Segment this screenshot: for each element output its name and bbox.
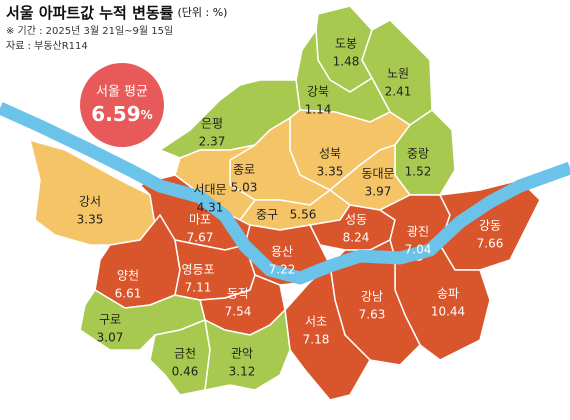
district-value: 3.35	[317, 165, 344, 179]
district-area	[204, 308, 291, 391]
district-name: 관악	[231, 347, 253, 361]
district-name: 용산	[271, 245, 293, 259]
unit-text: (단위 : %)	[177, 6, 227, 19]
period: ※ 기간 : 2025년 3월 21일~9월 15일	[6, 25, 173, 37]
district-value: 6.61	[115, 287, 142, 301]
district-name: 은평	[201, 117, 223, 131]
han-river	[0, 102, 570, 285]
average-number: 6.59	[91, 102, 140, 126]
district-name: 중구	[256, 208, 278, 222]
district-value: 7.63	[359, 308, 386, 322]
district-value: 3.12	[229, 365, 256, 379]
district-value: 2.37	[199, 135, 226, 149]
district-value: 7.66	[477, 237, 504, 251]
district-value: 7.11	[185, 281, 212, 295]
district-value: 7.04	[405, 243, 432, 257]
district-value: 3.97	[365, 185, 392, 199]
average-badge	[80, 63, 164, 147]
average-label: 서울 평균	[96, 85, 148, 100]
district-name: 종로	[233, 163, 255, 177]
district-name: 서대문	[193, 183, 226, 197]
district-value: 5.56	[290, 208, 317, 222]
district-name: 성동	[345, 213, 367, 227]
district-value: 2.41	[385, 85, 412, 99]
district-name: 영등포	[181, 263, 214, 277]
district-value: 7.18	[303, 333, 330, 347]
district-value: 5.03	[231, 181, 258, 195]
district-name: 중랑	[407, 147, 429, 161]
district-name: 강북	[307, 85, 329, 99]
district-name: 구로	[99, 313, 121, 327]
district-value: 4.31	[197, 201, 224, 215]
district-value: 1.48	[333, 55, 360, 69]
average-value: 6.59%	[91, 102, 152, 126]
district-value: 10.44	[431, 305, 465, 319]
district-name: 강동	[479, 219, 501, 233]
district-name: 강남	[361, 290, 383, 304]
district-name: 도봉	[335, 37, 357, 51]
district-value: 1.14	[305, 103, 332, 117]
district-name: 강서	[79, 195, 101, 209]
average-unit: %	[141, 108, 153, 122]
district-value: 8.24	[343, 231, 370, 245]
district-value: 3.07	[97, 331, 124, 345]
district-name: 성북	[319, 147, 341, 161]
district-value: 7.22	[269, 263, 296, 277]
district-name: 금천	[174, 346, 196, 361]
district-name: 광진	[407, 225, 429, 239]
district-name: 노원	[387, 67, 409, 81]
source: 자료 : 부동산R114	[6, 40, 88, 52]
district-value: 3.35	[77, 213, 104, 227]
district-value: 7.54	[225, 305, 252, 319]
district-value: 1.52	[405, 165, 432, 179]
district-value: 0.46	[172, 365, 199, 379]
district-name: 양천	[117, 268, 139, 283]
label-layer: 도봉 1.48 노원 2.41 강북 1.14 은평 2.37 성북 3.35 중랑 1.52 종로 5.…	[77, 37, 504, 379]
district-name: 서초	[305, 315, 327, 329]
district-name: 마포	[189, 213, 211, 227]
title-text: 서울 아파트값 누적 변동률	[6, 4, 174, 22]
district-name: 동작	[227, 287, 249, 301]
district-value: 7.67	[187, 231, 214, 245]
title: 서울 아파트값 누적 변동률 (단위 : %)	[6, 4, 227, 22]
district-name: 송파	[437, 287, 459, 301]
district-name: 동대문	[361, 167, 394, 181]
